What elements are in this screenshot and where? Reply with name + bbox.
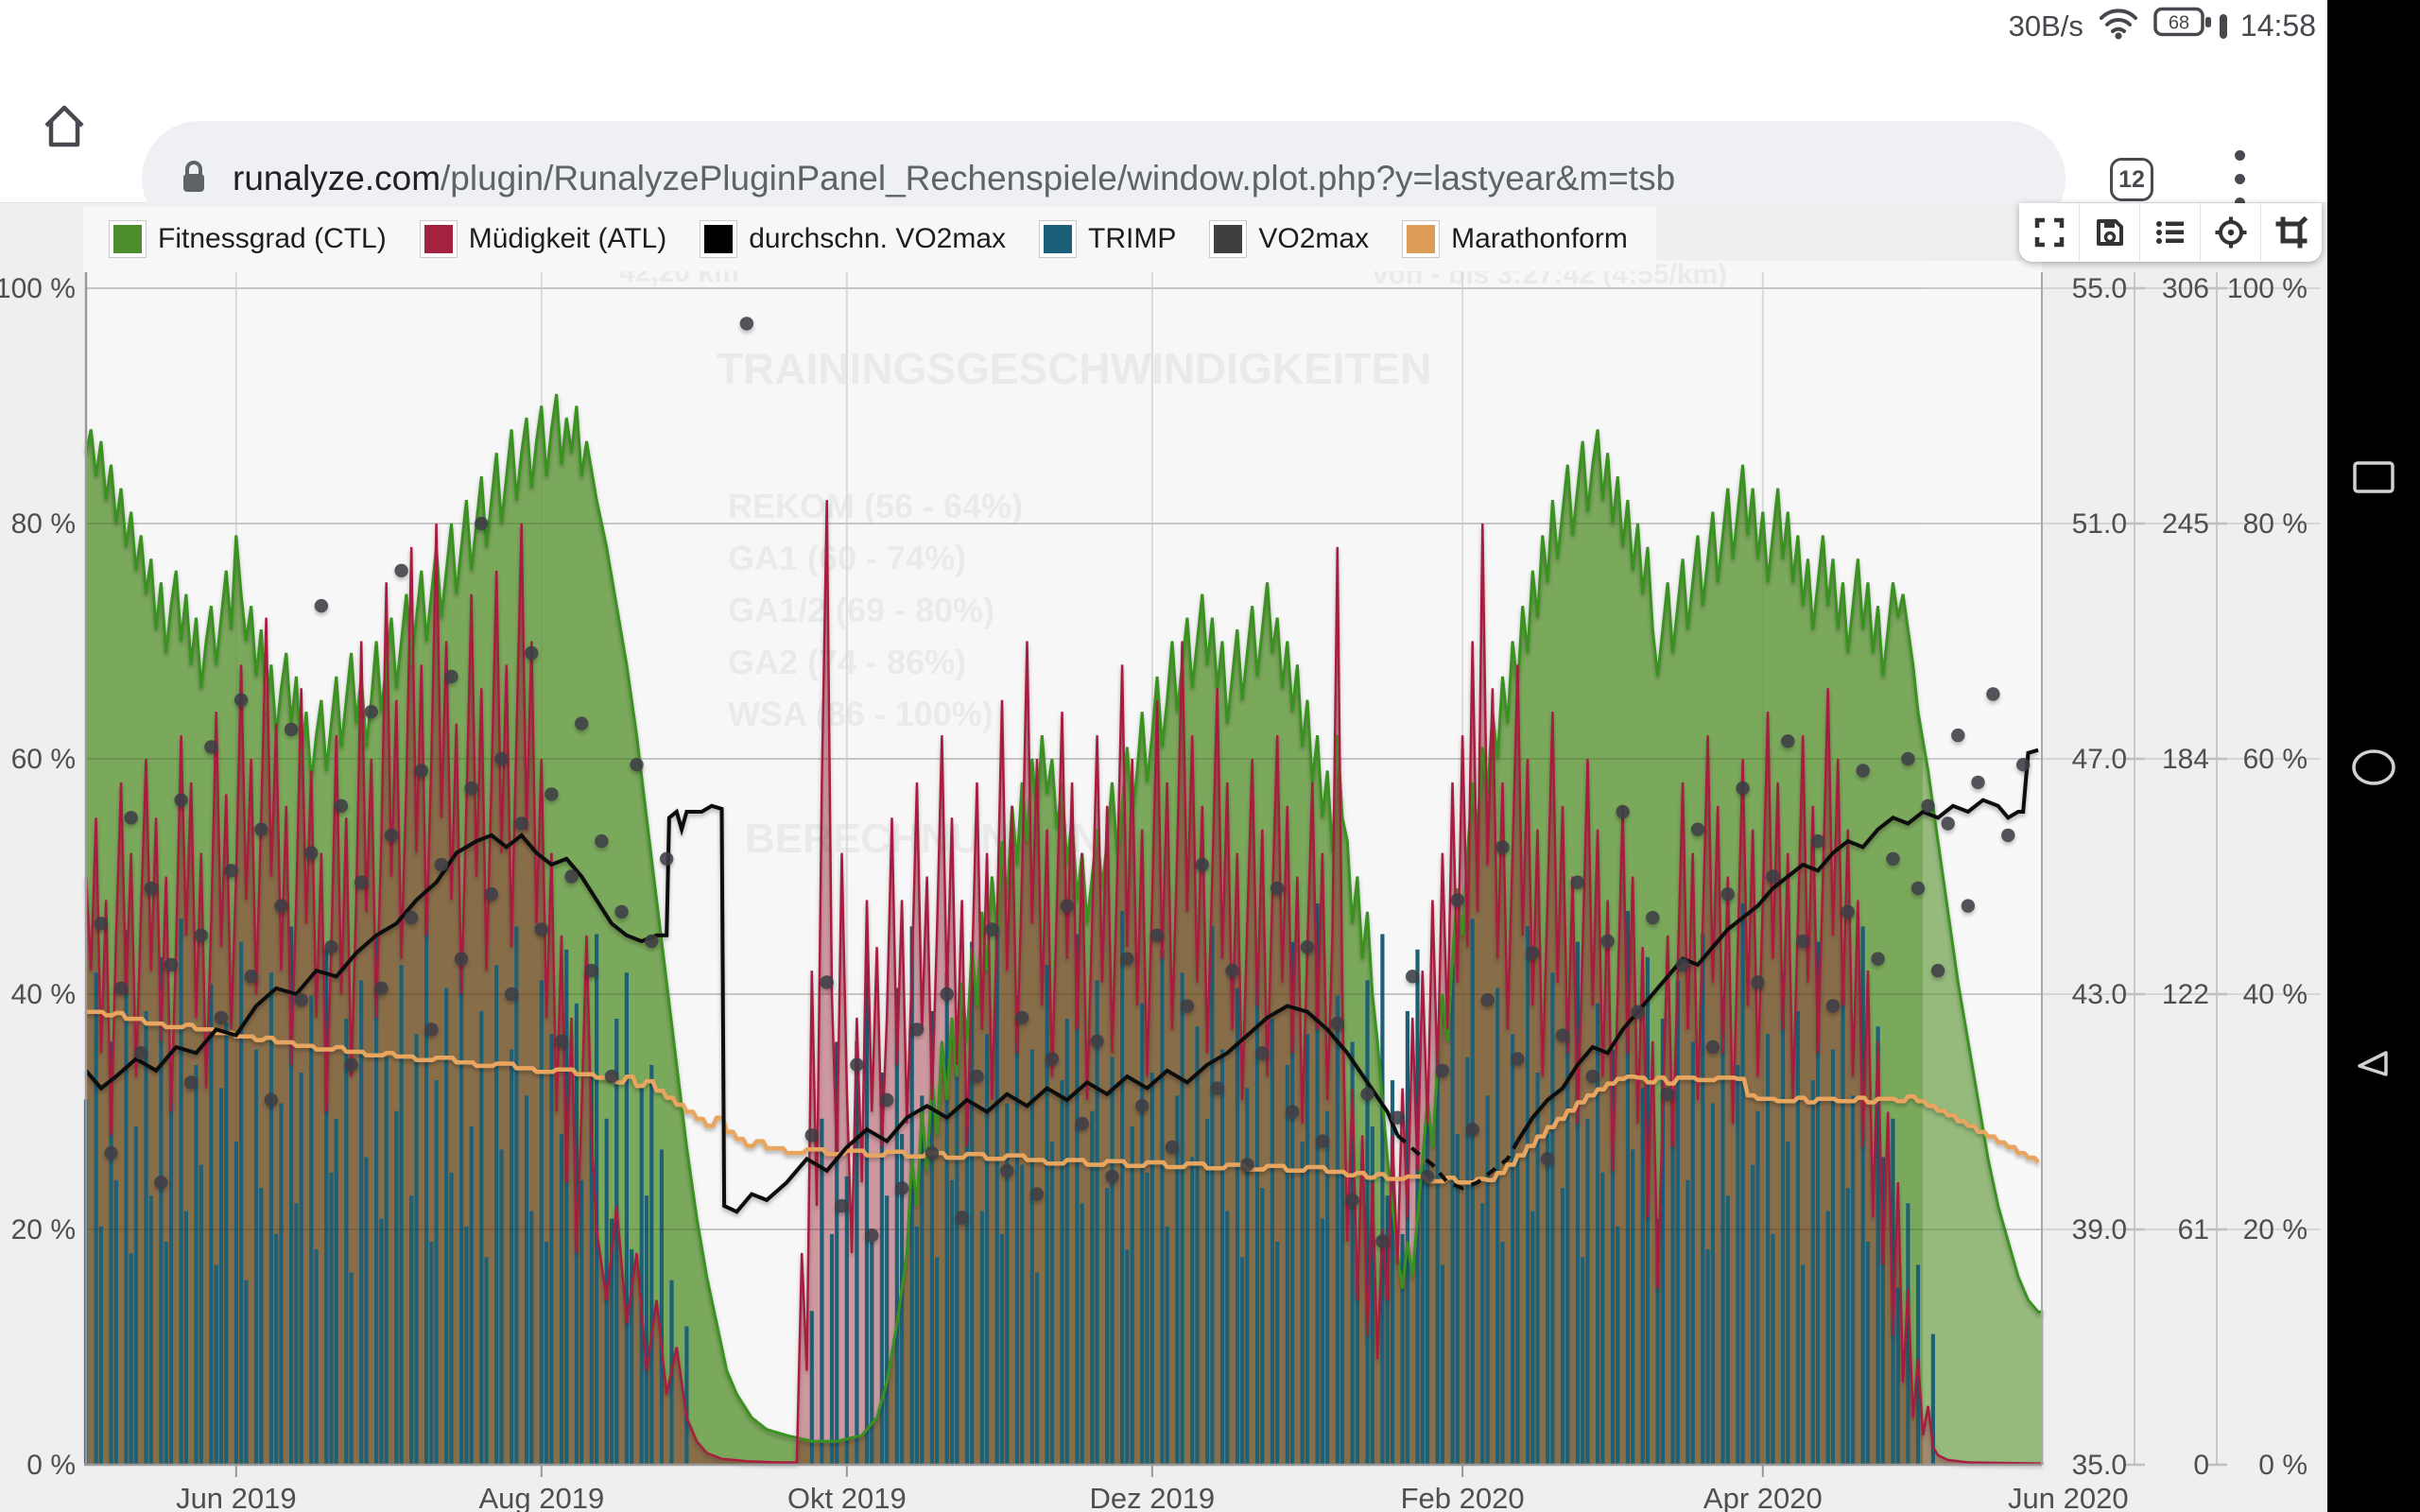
legend-item: TRIMP (1039, 220, 1177, 258)
training-chart[interactable]: 42,20 km von - bis 3:27:42 (4:55/km)TRAIN… (0, 203, 2327, 1512)
svg-text:20 %: 20 % (2243, 1214, 2308, 1246)
browser-toolbar: runalyze.com/plugin/RunalyzePluginPanel_… (0, 52, 2327, 236)
future-lighten-overlay (1923, 261, 2042, 1465)
svg-text:100 %: 100 % (2227, 273, 2308, 304)
avg-vo2max-line-dashed (1395, 1133, 1520, 1191)
legend-label: Marathonform (1451, 223, 1628, 254)
avg-vo2max-line (1515, 747, 2039, 1143)
vo2max-dots (94, 317, 2031, 1248)
svg-text:51.0: 51.0 (2072, 508, 2127, 540)
legend-swatch (1402, 220, 1441, 258)
legend-label: Fitnessgrad (CTL) (158, 223, 387, 254)
legend-label: Müdigkeit (ATL) (468, 223, 667, 254)
crop-button[interactable] (2261, 203, 2322, 262)
crosshair-button[interactable] (2201, 203, 2261, 262)
svg-text:Dez 2019: Dez 2019 (1089, 1482, 1215, 1512)
legend-item: Marathonform (1402, 220, 1628, 258)
svg-text:Okt 2019: Okt 2019 (787, 1482, 907, 1512)
marathonform-line (86, 1009, 2040, 1185)
svg-text:Feb 2020: Feb 2020 (1401, 1482, 1525, 1512)
axis-lines (84, 272, 2227, 1477)
legend-item: VO2max (1209, 220, 1370, 258)
battery-icon: 68 (2153, 6, 2214, 47)
android-nav-bar (2327, 0, 2420, 1512)
svg-text:TRAININGSGESCHWINDIGKEITEN: TRAININGSGESCHWINDIGKEITEN (717, 344, 1431, 393)
back-triangle-icon[interactable] (2351, 1043, 2396, 1089)
network-speed: 30B/s (2008, 9, 2083, 43)
svg-text:68: 68 (2169, 12, 2189, 33)
legend-swatch (1039, 220, 1078, 258)
svg-text:80 %: 80 % (2243, 508, 2308, 540)
legend-swatch (419, 220, 458, 258)
lock-icon (180, 157, 208, 201)
home-circle-icon[interactable] (2351, 745, 2396, 790)
svg-text:Jun 2019: Jun 2019 (176, 1482, 297, 1512)
svg-text:55.0: 55.0 (2072, 273, 2127, 304)
svg-text:47.0: 47.0 (2072, 744, 2127, 775)
svg-text:39.0: 39.0 (2072, 1214, 2127, 1246)
trimp-bars (83, 903, 1935, 1464)
svg-text:WSA (86 - 100%): WSA (86 - 100%) (728, 695, 994, 733)
svg-text:20 %: 20 % (11, 1214, 76, 1246)
wifi-icon (2097, 5, 2140, 48)
legend-swatch (700, 220, 738, 258)
svg-text:Apr 2020: Apr 2020 (1703, 1482, 1823, 1512)
svg-text:Aug 2019: Aug 2019 (478, 1482, 604, 1512)
svg-text:0 %: 0 % (2258, 1450, 2308, 1481)
battery-charge-pill (2219, 13, 2227, 39)
save-button[interactable] (2080, 203, 2140, 262)
axis-labels: 100 % 55.0 306 100 % 80 % 51.0 245 80 % 60 % 47.0… (0, 273, 2308, 1512)
status-bar: 30B/s 68 14:58 (0, 0, 2327, 52)
atl-line (84, 500, 2044, 1466)
chart-region: Fitnessgrad (CTL) Müdigkeit (ATL) durchsch… (0, 203, 2327, 1512)
svg-text:43.0: 43.0 (2072, 979, 2127, 1010)
legend-label: VO2max (1258, 223, 1370, 254)
home-button[interactable] (38, 99, 91, 152)
svg-text:245: 245 (2162, 508, 2209, 540)
svg-text:306: 306 (2162, 273, 2209, 304)
url-path: /plugin/RunalyzePluginPanel_Rechenspiele… (441, 159, 1676, 198)
legend-item: durchschn. VO2max (700, 220, 1007, 258)
svg-text:GA1/2 (69 - 80%): GA1/2 (69 - 80%) (728, 591, 994, 629)
svg-text:Jun 2020: Jun 2020 (2008, 1482, 2129, 1512)
chart-legend: Fitnessgrad (CTL) Müdigkeit (ATL) durchsch… (83, 207, 1656, 271)
tab-counter-button[interactable]: 12 (2110, 158, 2153, 201)
legend-swatch (1209, 220, 1248, 258)
url-domain: runalyze.com (233, 159, 441, 198)
recents-square-icon[interactable] (2351, 455, 2396, 500)
svg-text:184: 184 (2162, 744, 2209, 775)
svg-text:40 %: 40 % (2243, 979, 2308, 1010)
svg-text:REKOM (56 - 64%): REKOM (56 - 64%) (728, 487, 1023, 525)
legend-item: Fitnessgrad (CTL) (109, 220, 387, 258)
svg-text:35.0: 35.0 (2072, 1450, 2127, 1481)
clock: 14:58 (2239, 9, 2316, 43)
svg-text:60 %: 60 % (2243, 744, 2308, 775)
svg-text:80 %: 80 % (11, 508, 76, 540)
svg-text:0 %: 0 % (26, 1450, 76, 1481)
svg-text:122: 122 (2162, 979, 2209, 1010)
fullscreen-button[interactable] (2019, 203, 2080, 262)
svg-text:60 %: 60 % (11, 744, 76, 775)
svg-text:61: 61 (2178, 1214, 2209, 1246)
plot-toolbar (2019, 203, 2322, 262)
legend-label: TRIMP (1088, 223, 1177, 254)
legend-swatch (109, 220, 147, 258)
tab-count: 12 (2118, 165, 2145, 193)
svg-text:100 %: 100 % (0, 273, 76, 304)
browser-menu-button[interactable] (2235, 150, 2246, 209)
avg-vo2max-line (84, 803, 1400, 1214)
list-button[interactable] (2140, 203, 2201, 262)
svg-text:0: 0 (2193, 1450, 2209, 1481)
url-text: runalyze.com/plugin/RunalyzePluginPanel_… (233, 159, 1675, 198)
svg-text:40 %: 40 % (11, 979, 76, 1010)
legend-item: Müdigkeit (ATL) (419, 220, 667, 258)
legend-label: durchschn. VO2max (749, 223, 1007, 254)
